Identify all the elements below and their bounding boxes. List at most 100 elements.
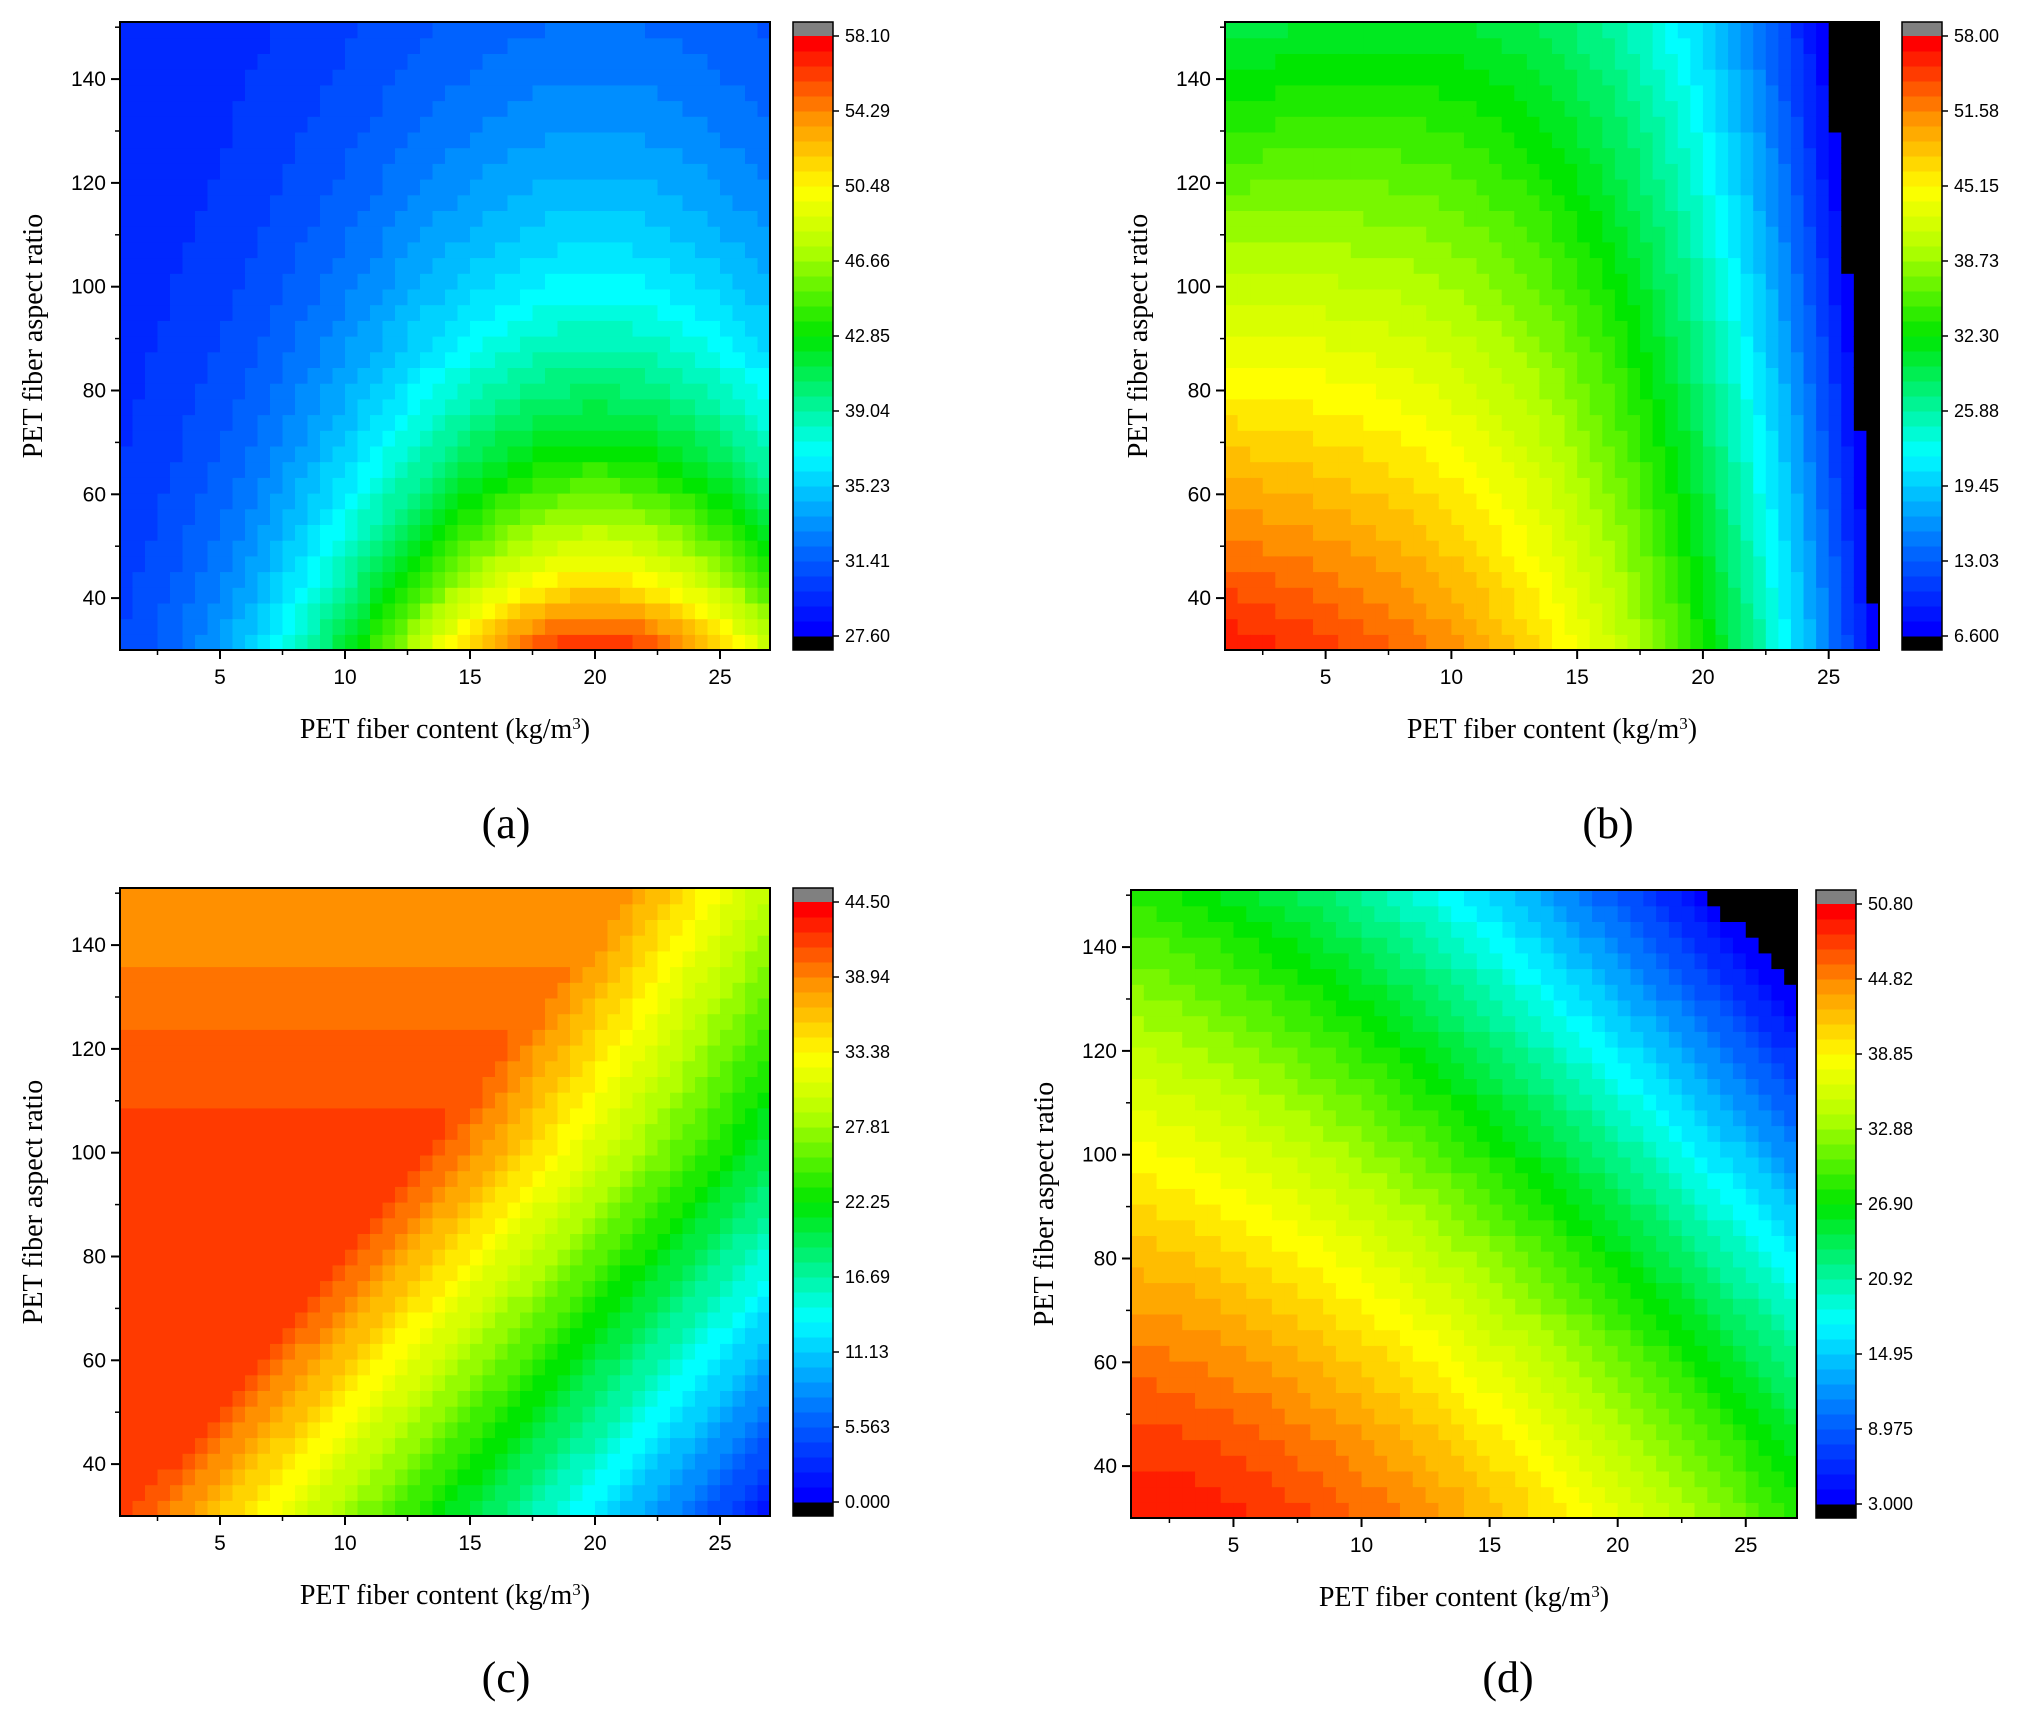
heatmap-cell: [570, 398, 584, 416]
heatmap-cell: [1778, 84, 1792, 102]
heatmap-cell: [570, 226, 584, 243]
heatmap-cell: [132, 69, 146, 86]
heatmap-cell: [270, 524, 284, 541]
heatmap-cell: [170, 1327, 184, 1344]
heatmap-cell: [407, 351, 421, 368]
heatmap-cell: [145, 602, 159, 620]
heatmap-cell: [545, 257, 559, 274]
heatmap-cell: [1690, 194, 1704, 211]
heatmap-cell: [382, 571, 396, 588]
heatmap-cell: [507, 37, 521, 54]
heatmap-cell: [1614, 430, 1629, 447]
heatmap-cell: [1753, 257, 1767, 274]
heatmap-cell: [1665, 100, 1679, 117]
heatmap-cell: [1275, 477, 1289, 494]
heatmap-cell: [1300, 194, 1314, 211]
heatmap-cell: [220, 919, 234, 936]
heatmap-cell: [682, 508, 696, 525]
heatmap-cell: [132, 116, 146, 133]
heatmap-cell: [1287, 131, 1302, 149]
heatmap-cell: [570, 540, 584, 557]
heatmap-cell: [670, 634, 684, 651]
heatmap-cell: [182, 1029, 196, 1046]
heatmap-cell: [1652, 430, 1666, 447]
heatmap-cell: [1665, 414, 1679, 431]
heatmap-cell: [545, 493, 559, 510]
heatmap-cell: [395, 194, 409, 211]
heatmap-cell: [457, 508, 471, 525]
heatmap-cell: [1313, 84, 1327, 102]
heatmap-cell: [1501, 288, 1515, 306]
heatmap-cell: [1841, 37, 1855, 54]
heatmap-cell: [1388, 383, 1402, 400]
heatmap-cell: [757, 524, 771, 541]
heatmap-cell: [332, 524, 346, 541]
heatmap-cell: [1853, 179, 1868, 196]
heatmap-cell: [1627, 226, 1641, 243]
heatmap-cell: [607, 508, 621, 525]
heatmap-cell: [545, 84, 559, 102]
heatmap-cell: [582, 555, 596, 573]
heatmap-cell: [345, 194, 359, 211]
heatmap-cell: [1690, 131, 1704, 149]
heatmap-cell: [1451, 540, 1465, 557]
heatmap-cell: [1690, 179, 1704, 196]
heatmap-cell: [1489, 69, 1503, 86]
heatmap-cell: [182, 1390, 196, 1407]
heatmap-cell: [1552, 273, 1566, 290]
heatmap-cell: [1564, 69, 1578, 86]
heatmap-cell: [1790, 430, 1805, 447]
heatmap-cell: [607, 555, 621, 573]
heatmap-cell: [382, 430, 396, 447]
heatmap-cell: [1803, 320, 1817, 337]
heatmap-cell: [745, 194, 759, 211]
heatmap-cell: [382, 634, 396, 651]
heatmap-cell: [1614, 524, 1629, 541]
heatmap-cell: [420, 210, 434, 227]
heatmap-cell: [520, 84, 534, 102]
heatmap-cell: [170, 524, 184, 541]
heatmap-cell: [482, 540, 496, 557]
heatmap-cell: [1350, 320, 1364, 337]
heatmap-cell: [232, 1076, 246, 1093]
heatmap-cell: [632, 508, 646, 525]
heatmap-cell: [670, 524, 684, 541]
heatmap-cell: [707, 555, 721, 573]
heatmap-cell: [145, 351, 159, 368]
heatmap-cell: [1250, 22, 1264, 39]
heatmap-cell: [657, 288, 671, 306]
heatmap-cell: [620, 210, 634, 227]
heatmap-cell: [270, 1029, 284, 1046]
colorbar-band: [793, 426, 833, 442]
heatmap-cell: [482, 445, 496, 463]
heatmap-cell: [532, 147, 546, 164]
heatmap-cell: [1853, 571, 1868, 588]
heatmap-cell: [1350, 493, 1364, 510]
heatmap-cell: [1640, 430, 1654, 447]
heatmap-cell: [1375, 147, 1390, 164]
heatmap-cell: [732, 147, 746, 164]
heatmap-cell: [582, 445, 596, 463]
heatmap-cell: [1677, 116, 1691, 133]
heatmap-cell: [370, 53, 384, 70]
heatmap-cell: [1426, 100, 1440, 117]
heatmap-cell: [295, 555, 309, 573]
heatmap-cell: [245, 1437, 259, 1454]
heatmap-cell: [1564, 84, 1578, 102]
heatmap-cell: [382, 508, 396, 525]
heatmap-cell: [1740, 493, 1754, 510]
heatmap-cell: [632, 571, 646, 588]
heatmap-cell: [220, 414, 234, 431]
heatmap-cell: [1237, 69, 1251, 86]
heatmap-cell: [1300, 179, 1314, 196]
heatmap-cell: [145, 226, 159, 243]
heatmap-cell: [1841, 477, 1855, 494]
heatmap-cell: [1501, 304, 1515, 321]
heatmap-cell: [332, 461, 346, 478]
heatmap-cell: [382, 398, 396, 416]
heatmap-cell: [1778, 320, 1792, 337]
heatmap-cell: [595, 618, 609, 635]
heatmap-cell: [1816, 84, 1830, 102]
heatmap-cell: [195, 273, 209, 290]
heatmap-cell: [307, 461, 321, 478]
